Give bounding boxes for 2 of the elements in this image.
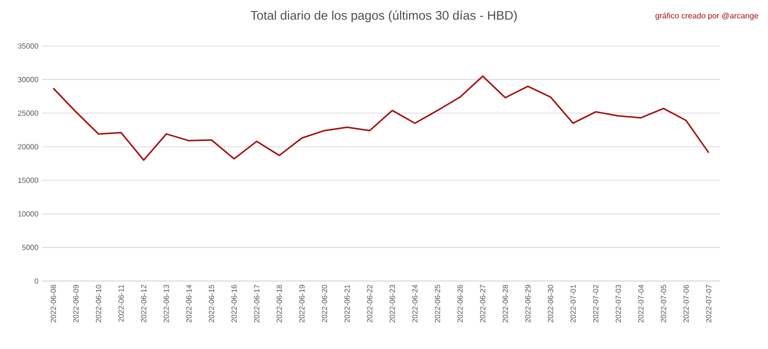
line-series — [52, 75, 710, 161]
chart-title: Total diario de los pagos (últimos 30 días - HBD) — [250, 10, 517, 22]
